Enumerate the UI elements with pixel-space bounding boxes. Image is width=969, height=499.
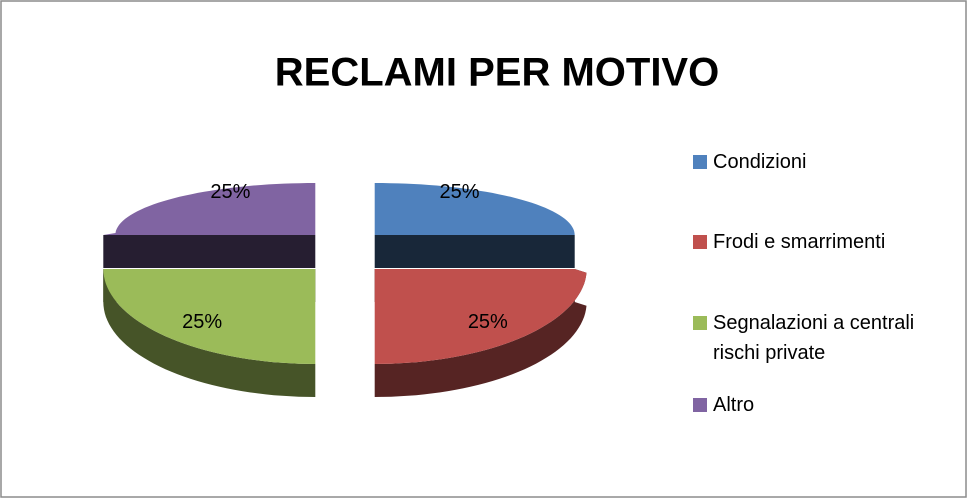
data-label: 25% [440, 181, 480, 203]
legend-item: Frodi e smarrimenti [693, 227, 943, 257]
legend-swatch [693, 235, 707, 249]
legend-label: Frodi e smarrimenti [713, 231, 886, 253]
pie-slice [374, 183, 575, 268]
chart-title: RECLAMI PER MOTIVO [275, 51, 719, 95]
slice-top [103, 183, 316, 235]
slice-top [374, 183, 575, 235]
slice-side [374, 235, 575, 268]
legend-label: Altro [713, 394, 755, 416]
slice-wall [374, 269, 587, 397]
pie-slice [374, 269, 587, 397]
legend-item: Segnalazioni a centrali rischi private [693, 308, 943, 368]
legend-label: Condizioni [713, 151, 807, 173]
pie-slice [103, 183, 316, 268]
legend-swatch [693, 316, 707, 330]
slice-top [103, 269, 316, 364]
data-label: 25% [468, 311, 508, 333]
data-label: 25% [182, 311, 222, 333]
legend-swatch [693, 398, 707, 412]
pie-slice [103, 269, 316, 397]
legend-label: Segnalazioni a centrali rischi private [713, 312, 915, 364]
legend-item: Condizioni [693, 147, 943, 177]
legend-item: Altro [693, 390, 943, 420]
slice-side [103, 235, 316, 268]
legend-swatch [693, 155, 707, 169]
slice-wall [103, 269, 316, 397]
slice-top [374, 269, 587, 364]
data-label: 25% [210, 181, 250, 203]
